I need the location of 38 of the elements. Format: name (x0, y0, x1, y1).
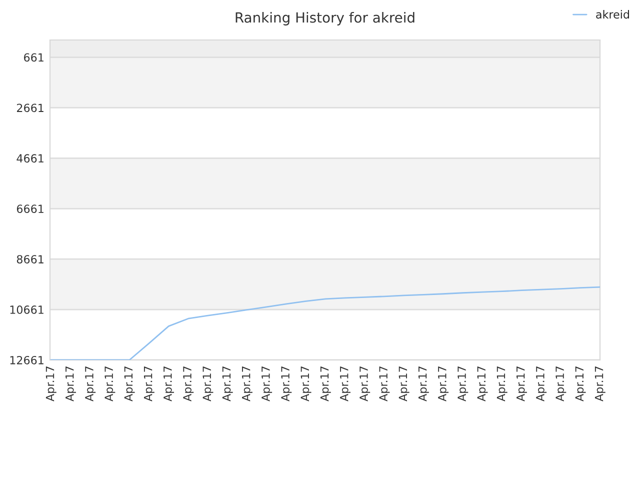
x-tick-label: Apr.17 (124, 366, 135, 402)
x-tick-label: Apr.17 (104, 366, 116, 402)
x-tick-label: Apr.17 (360, 366, 370, 402)
x-tick-label: Apr.17 (262, 366, 272, 402)
legend-label: akreid (596, 10, 629, 19)
x-tick-label: Apr.17 (379, 366, 390, 402)
x-tick-label: Apr.17 (594, 366, 606, 402)
x-tick-label: Apr.17 (66, 366, 76, 402)
chart-title: Ranking History for akreid (236, 12, 414, 26)
x-tick-label: Apr.17 (183, 366, 194, 402)
x-tick-label: Apr.17 (418, 366, 429, 402)
x-tick-label: Apr.17 (438, 366, 449, 402)
x-tick-label: Apr.17 (222, 366, 233, 402)
x-tick-label: Apr.17 (477, 366, 488, 402)
x-tick-label: Apr.17 (556, 366, 566, 402)
x-tick-label: Apr.17 (164, 366, 174, 402)
x-tick-label: Apr.17 (202, 366, 214, 402)
x-tick-label: Apr.17 (46, 366, 56, 402)
x-tick-label: Apr.17 (144, 366, 154, 402)
x-tick-label: Apr.17 (575, 366, 586, 402)
x-tick-label: Apr.17 (320, 366, 331, 402)
x-tick-label: Apr.17 (496, 366, 508, 402)
y-tick-label: 8661 (16, 255, 44, 264)
y-tick-label: 661 (24, 53, 44, 62)
x-tick-label: Apr.17 (398, 366, 410, 402)
y-tick-label: 6661 (16, 204, 44, 214)
y-tick-label: 2661 (16, 104, 44, 112)
x-tick-label: Apr.17 (340, 366, 350, 402)
y-tick-label: 12661 (10, 356, 44, 364)
x-tick-label: Apr.17 (536, 366, 547, 402)
x-tick-label: Apr.17 (242, 366, 252, 402)
x-tick-label: Apr.17 (458, 366, 468, 402)
y-tick-label: 4661 (16, 154, 44, 163)
y-tick-label: 10661 (10, 306, 44, 314)
x-tick-label: Apr.17 (85, 366, 96, 402)
x-tick-label: Apr.17 (300, 366, 312, 402)
x-tick-label: Apr.17 (281, 366, 292, 402)
x-tick-label: Apr.17 (516, 366, 527, 402)
